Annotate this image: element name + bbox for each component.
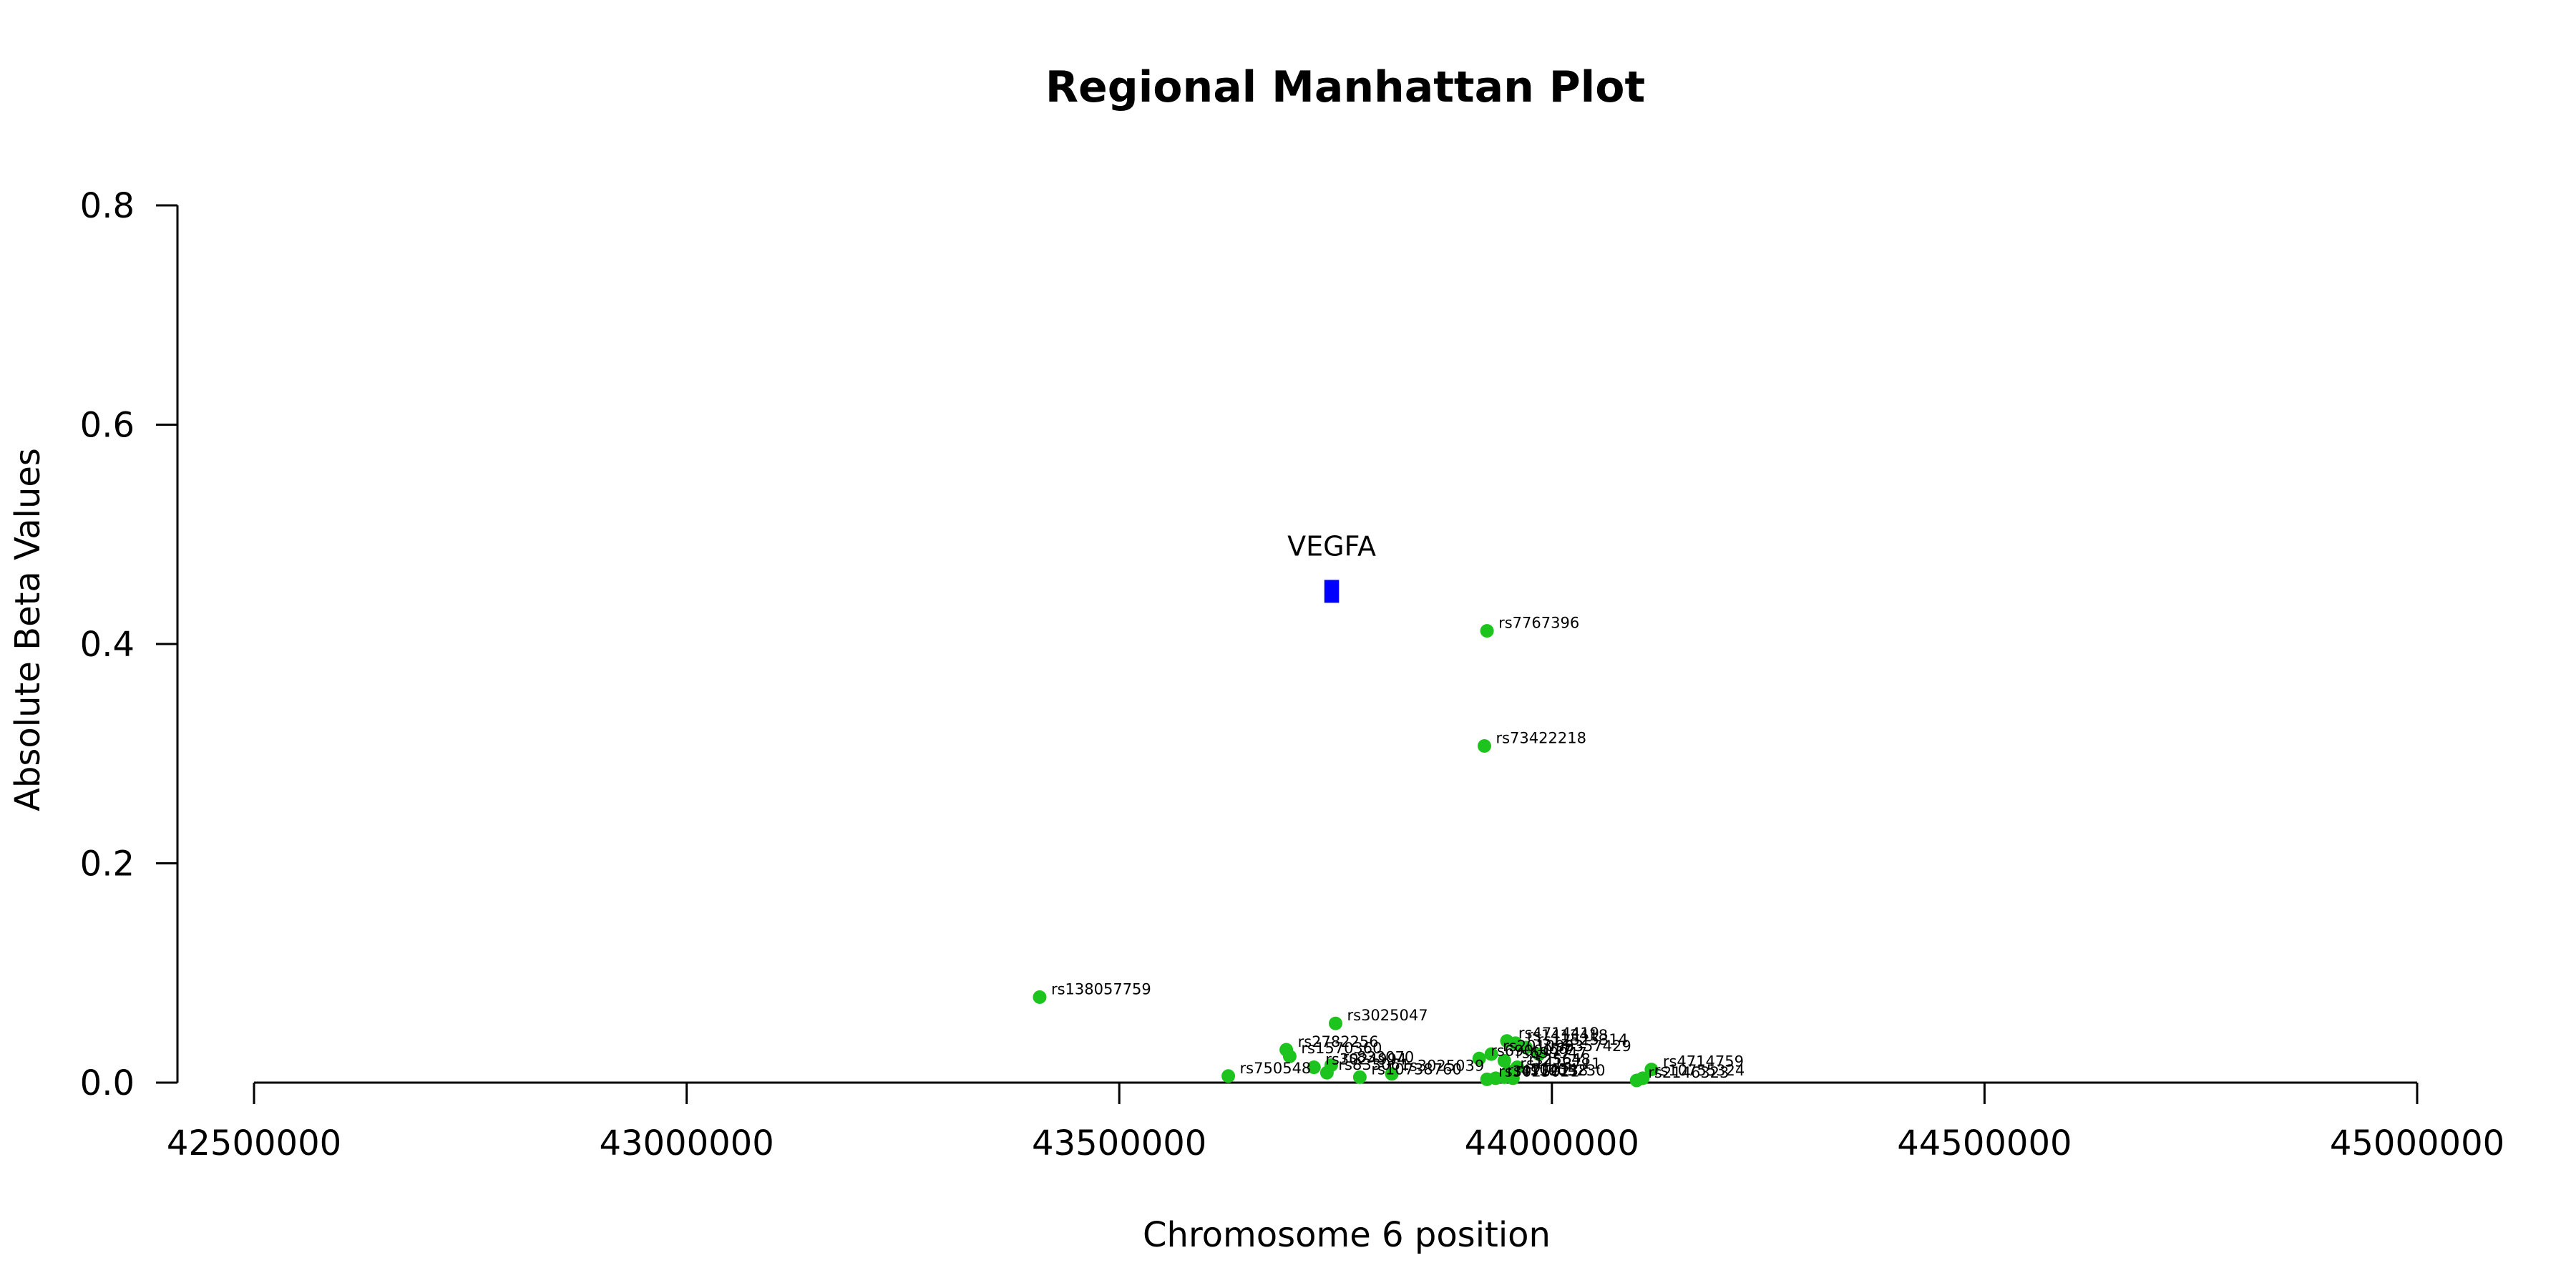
snp-labels: rs7767396 rs73422218 rs138057759 rs3025047 r… xyxy=(1051,615,1745,1081)
x-axis-ticks: 42500000 43000000 43500000 44000000 44500000… xyxy=(167,1083,2504,1163)
y-tick-label: 0.8 xyxy=(80,186,135,226)
snp-label: rs2782256 xyxy=(1298,1033,1379,1050)
x-tick-label: 42500000 xyxy=(167,1123,341,1163)
snp-label: rs9357429 xyxy=(1551,1038,1631,1055)
snp-label: rs3025039 xyxy=(1403,1058,1484,1075)
snp-point xyxy=(1480,1072,1494,1086)
snp-label: rs138057759 xyxy=(1051,980,1151,997)
snp-point xyxy=(1477,739,1491,753)
snp-label: rs833070 xyxy=(1342,1048,1414,1065)
snp-label: rs25648 xyxy=(1528,1051,1590,1068)
snp-point xyxy=(1519,1040,1533,1055)
snp-label: rs4712138 xyxy=(1507,1062,1588,1079)
y-tick-label: 0.2 xyxy=(80,844,135,884)
snp-label: rs1570360 xyxy=(1301,1040,1382,1057)
snp-label: rs699947 xyxy=(1516,1044,1587,1061)
snp-point xyxy=(1319,1065,1334,1080)
snp-point xyxy=(1484,1047,1498,1061)
snp-point xyxy=(1352,1070,1367,1084)
snp-label: rs3024994 xyxy=(1325,1051,1406,1068)
snp-label: rs10434 xyxy=(1516,1060,1577,1078)
gene-layer: VEGFA xyxy=(1287,530,1376,603)
snp-point xyxy=(1644,1063,1659,1077)
snp-label: rs7767396 xyxy=(1498,615,1579,632)
gene-marker xyxy=(1324,580,1340,603)
x-axis-label: Chromosome 6 position xyxy=(1143,1215,1551,1255)
snp-label: rs2010963 xyxy=(1503,1038,1584,1055)
chart-title: Regional Manhattan Plot xyxy=(1045,62,1645,112)
x-tick-label: 45000000 xyxy=(2330,1123,2504,1163)
x-tick-label: 43500000 xyxy=(1032,1123,1206,1163)
snp-label: rs4714759 xyxy=(1663,1053,1744,1070)
snp-label: rs2146323 xyxy=(1648,1064,1729,1081)
snp-label: rs1413711 xyxy=(1520,1055,1601,1073)
snp-label: rs1005230 xyxy=(1524,1062,1605,1079)
snp-point xyxy=(1480,624,1494,638)
snp-point xyxy=(1532,1047,1546,1061)
snp-points xyxy=(1033,624,1659,1088)
snp-point xyxy=(1385,1067,1399,1081)
snp-point xyxy=(1508,1036,1523,1050)
y-axis-label: Absolute Beta Values xyxy=(8,448,48,811)
y-tick-label: 0.6 xyxy=(80,406,135,446)
x-tick-label: 44500000 xyxy=(1897,1123,2072,1163)
x-tick-label: 43000000 xyxy=(599,1123,774,1163)
snp-label: rs833061 xyxy=(1338,1056,1410,1073)
snp-label: rs10755324 xyxy=(1654,1062,1745,1079)
snp-point xyxy=(1282,1049,1297,1063)
snp-point xyxy=(1629,1073,1644,1088)
y-tick-label: 0.4 xyxy=(80,625,135,665)
snp-point xyxy=(1221,1069,1236,1083)
snp-label: rs3025021 xyxy=(1498,1063,1579,1080)
snp-label: rs73422218 xyxy=(1496,730,1586,747)
snp-point xyxy=(1329,1016,1342,1030)
snp-label: rs10738760 xyxy=(1371,1060,1461,1078)
snp-label: rs1413418 xyxy=(1527,1027,1608,1044)
snp-point xyxy=(1506,1071,1520,1085)
snp-label: rs750548 xyxy=(1240,1060,1312,1077)
snp-label: rs4714419 xyxy=(1518,1025,1599,1042)
snp-point xyxy=(1307,1060,1321,1075)
snp-point xyxy=(1033,990,1047,1004)
gene-label: VEGFA xyxy=(1287,530,1376,562)
snp-point xyxy=(1497,1053,1511,1068)
snp-label: rs3025047 xyxy=(1347,1007,1428,1024)
y-axis-ticks: 0.0 0.2 0.4 0.6 0.8 xyxy=(80,186,177,1103)
snp-label: rs12525314 xyxy=(1538,1031,1628,1048)
x-tick-label: 44000000 xyxy=(1465,1123,1639,1163)
y-tick-label: 0.0 xyxy=(80,1063,135,1103)
snp-point xyxy=(1472,1051,1486,1065)
snp-label: rs6900017 xyxy=(1491,1042,1571,1059)
